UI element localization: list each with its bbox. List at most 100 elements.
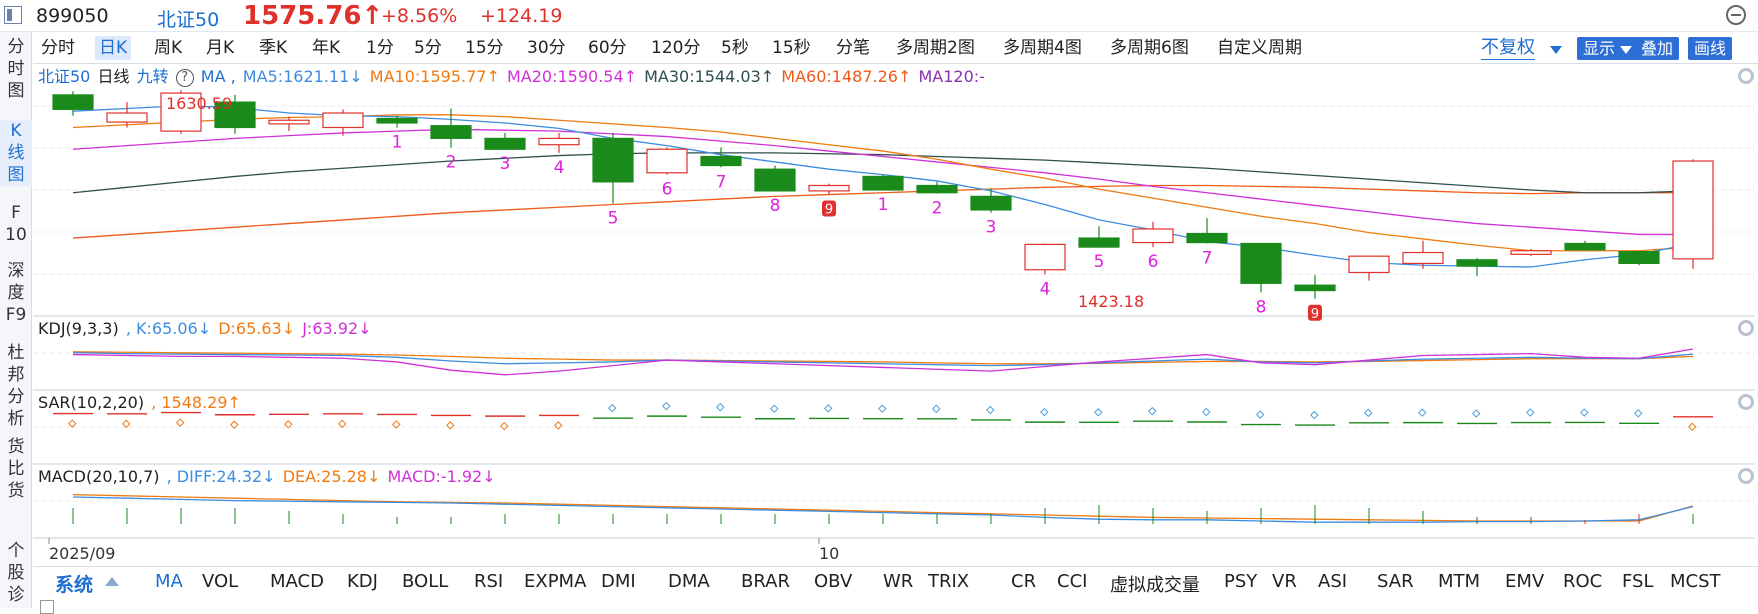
- index-tab-cci[interactable]: CCI: [1057, 571, 1088, 592]
- macd-name[interactable]: MACD(20,10,7): [38, 467, 160, 486]
- sidebar-item-2[interactable]: F 10: [5, 203, 27, 245]
- sar-dot: [1688, 422, 1697, 432]
- sidebar-item-0[interactable]: 分 时 图: [7, 37, 25, 101]
- high-price-label: 1630.59: [166, 94, 232, 113]
- macd-macd-value: MACD:-1.92↓: [387, 467, 496, 486]
- tab-period-0[interactable]: 分时: [41, 38, 75, 58]
- tab-period-5[interactable]: 年K: [312, 38, 341, 58]
- draw-line-button[interactable]: 画线: [1688, 37, 1733, 60]
- checkbox[interactable]: [40, 600, 54, 614]
- bottom-strip: [33, 596, 1758, 608]
- candle-up: [322, 112, 364, 129]
- index-tab-rsi[interactable]: RSI: [474, 571, 504, 592]
- tab-period-8[interactable]: 15分: [465, 38, 504, 58]
- overlay-button[interactable]: 叠加: [1635, 37, 1680, 60]
- main-indicator-name[interactable]: 北证50: [38, 67, 91, 86]
- tab-period-10[interactable]: 60分: [588, 38, 627, 58]
- tab-period-12[interactable]: 5秒: [721, 38, 749, 58]
- index-tab-emv[interactable]: EMV: [1505, 571, 1545, 592]
- index-tab-sar[interactable]: SAR: [1377, 571, 1414, 592]
- tab-period-6[interactable]: 1分: [366, 38, 394, 58]
- index-tab-mtm[interactable]: MTM: [1438, 571, 1481, 592]
- candle-up: [1348, 255, 1390, 274]
- sidebar-item-6[interactable]: 个 股 诊: [7, 541, 25, 605]
- index-tab-wr[interactable]: WR: [883, 571, 914, 592]
- index-tab-macd[interactable]: MACD: [270, 571, 324, 592]
- minimize-icon[interactable]: [1726, 5, 1746, 25]
- gear-icon[interactable]: [1738, 468, 1754, 484]
- sidebar-item-4[interactable]: 杜 邦 分 析: [7, 343, 25, 429]
- index-tab-asi[interactable]: ASI: [1318, 571, 1348, 592]
- index-tab-dma[interactable]: DMA: [668, 571, 710, 592]
- chevron-up-icon[interactable]: [105, 577, 119, 586]
- index-tab-psy[interactable]: PSY: [1224, 571, 1258, 592]
- index-tab-ma[interactable]: MA: [155, 571, 183, 592]
- index-tab-obv[interactable]: OBV: [814, 571, 853, 592]
- tab-period-14[interactable]: 分笔: [836, 38, 870, 58]
- candle-down: [1618, 251, 1660, 265]
- ma20-value: MA20:1590.54↑: [506, 67, 638, 86]
- candle-down: [1240, 242, 1282, 284]
- index-tab-brar[interactable]: BRAR: [741, 571, 790, 592]
- sidebar-item-3[interactable]: 深 度 F9: [5, 261, 27, 325]
- system-indicator-menu[interactable]: 系统: [55, 574, 94, 596]
- sar-dot: [68, 419, 77, 428]
- kdj-j-line: [72, 348, 1694, 376]
- gear-icon[interactable]: [1738, 68, 1754, 84]
- index-tab-fsl[interactable]: FSL: [1622, 571, 1654, 592]
- tab-period-3[interactable]: 月K: [206, 38, 235, 58]
- main-indicator-period: 日线: [97, 67, 130, 86]
- tab-period-17[interactable]: 多周期6图: [1110, 38, 1189, 58]
- index-tab-mcst[interactable]: MCST: [1670, 571, 1721, 592]
- ma30-line: [72, 152, 1694, 194]
- index-tab-expma[interactable]: EXPMA: [524, 571, 587, 592]
- tab-period-1[interactable]: 日K: [95, 36, 132, 60]
- candle-down: [754, 168, 796, 192]
- candle-down: [592, 137, 634, 183]
- sar-dot: [1148, 406, 1157, 416]
- sidebar-item-1[interactable]: K 线 图: [0, 120, 32, 186]
- tab-period-11[interactable]: 120分: [651, 38, 701, 58]
- jiuzhuan-toggle[interactable]: 九转: [136, 67, 169, 86]
- quote-header: 899050 北证50 1575.76↑ +8.56% +124.19: [0, 0, 1758, 32]
- tab-period-16[interactable]: 多周期4图: [1003, 38, 1082, 58]
- tab-period-13[interactable]: 15秒: [772, 38, 811, 58]
- candle-down: [970, 195, 1012, 211]
- sar-dot: [824, 404, 833, 413]
- ma-label[interactable]: MA ,: [200, 67, 236, 86]
- sidebar-item-5[interactable]: 货 比 货: [7, 437, 25, 501]
- help-icon[interactable]: ?: [175, 68, 194, 87]
- sar-dot: [500, 421, 509, 431]
- index-tab-cr[interactable]: CR: [1011, 571, 1037, 592]
- gear-icon[interactable]: [1738, 394, 1754, 410]
- index-tab-trix[interactable]: TRIX: [928, 571, 970, 592]
- tab-period-18[interactable]: 自定义周期: [1217, 38, 1302, 58]
- index-tab-dmi[interactable]: DMI: [601, 571, 636, 592]
- index-tab-vr[interactable]: VR: [1272, 571, 1297, 592]
- jiuzhuan-box: [822, 200, 836, 217]
- index-tab-vol[interactable]: VOL: [202, 571, 239, 592]
- window-layout-icon[interactable]: [4, 6, 22, 24]
- index-tab-kdj[interactable]: KDJ: [347, 571, 378, 592]
- gear-icon[interactable]: [1738, 320, 1754, 336]
- chevron-down-icon: [1620, 45, 1633, 54]
- tab-period-2[interactable]: 周K: [154, 38, 183, 58]
- tab-period-9[interactable]: 30分: [527, 38, 566, 58]
- display-button[interactable]: 显示: [1577, 37, 1639, 60]
- jiuzhuan-label: 3: [500, 154, 511, 174]
- tab-period-4[interactable]: 季K: [259, 38, 288, 58]
- sar-name[interactable]: SAR(10,2,20): [38, 393, 145, 412]
- kdj-name[interactable]: KDJ(9,3,3): [38, 319, 119, 338]
- index-tab-boll[interactable]: BOLL: [402, 571, 449, 592]
- fuquan-dropdown[interactable]: 不复权: [1481, 37, 1535, 60]
- ma60-value: MA60:1487.26↑: [781, 67, 912, 86]
- tab-period-7[interactable]: 5分: [414, 38, 442, 58]
- chevron-down-icon[interactable]: [1550, 46, 1562, 54]
- index-tab-roc[interactable]: ROC: [1563, 571, 1603, 592]
- jiuzhuan-label: 9: [825, 203, 833, 218]
- sar-dot: [446, 421, 455, 430]
- sar-dot: [1364, 408, 1373, 418]
- index-tab-虚拟成交量[interactable]: 虚拟成交量: [1110, 575, 1200, 596]
- tab-period-15[interactable]: 多周期2图: [896, 38, 975, 58]
- kline-chart[interactable]: 1630.59 1423.18 1 2 3 4 5 6 7 8 9 1 2 3 4 5 6 7 8 9 2025/09 1…: [33, 64, 1755, 566]
